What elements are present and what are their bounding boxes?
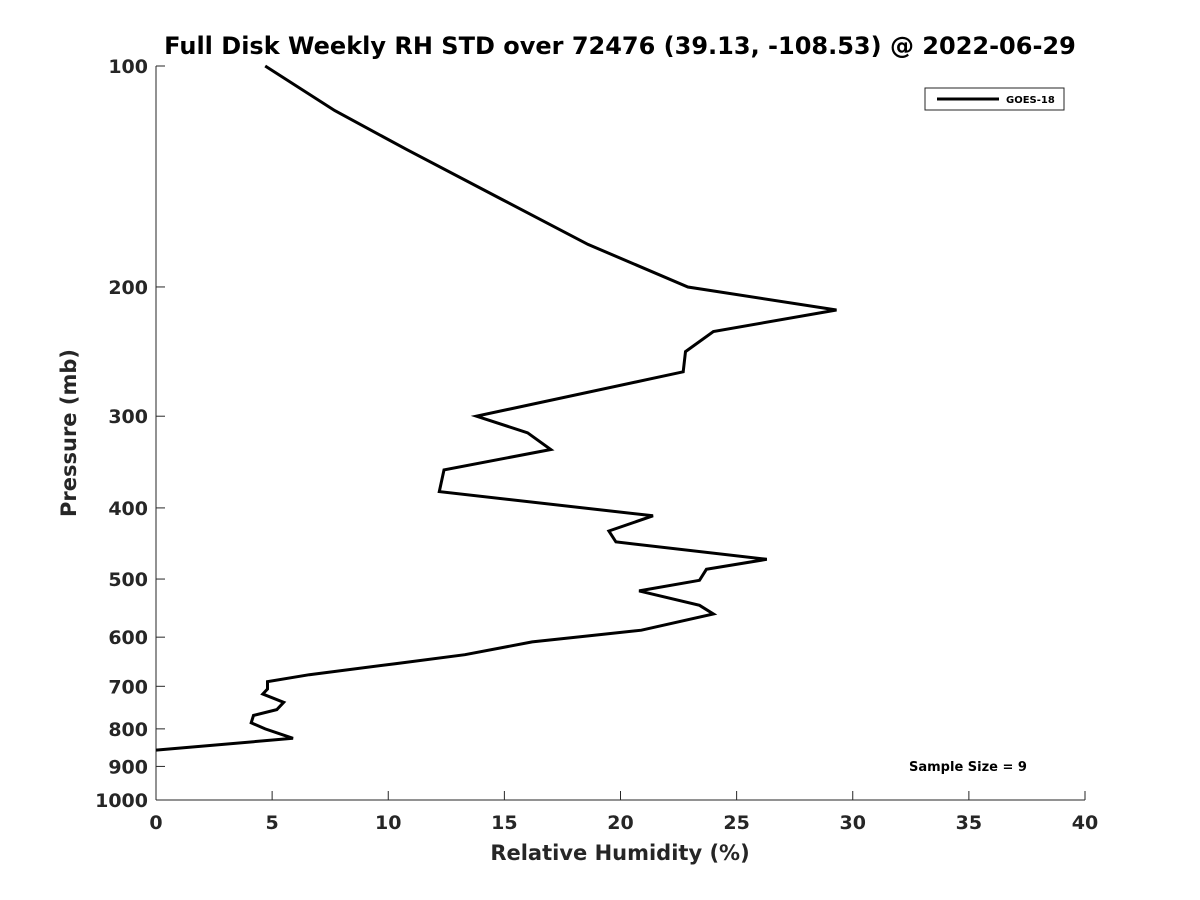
axes	[155, 66, 1085, 801]
series-line-goes-18	[155, 64, 837, 752]
y-ticks: 100 200 300 400 500 600 700 800 900 1000	[95, 56, 165, 812]
legend: GOES-18	[924, 87, 1065, 111]
y-tick-label: 800	[108, 719, 148, 741]
y-tick-label: 1000	[95, 790, 148, 812]
y-tick-label: 400	[108, 498, 148, 520]
sample-size-annotation: Sample Size = 9	[909, 760, 1027, 775]
y-tick-label: 100	[108, 56, 148, 78]
y-axis-label: Pressure (mb)	[57, 349, 81, 517]
y-tick-label: 700	[108, 676, 148, 698]
x-axis-label: Relative Humidity (%)	[490, 841, 749, 865]
x-tick-label: 35	[956, 812, 982, 834]
series-layer	[155, 64, 837, 752]
y-tick-label: 500	[108, 569, 148, 591]
x-tick-label: 15	[491, 812, 517, 834]
x-tick-label: 25	[723, 812, 749, 834]
y-tick-label: 200	[108, 277, 148, 299]
y-tick-label: 600	[108, 627, 148, 649]
x-tick-label: 20	[607, 812, 633, 834]
x-tick-label: 5	[266, 812, 279, 834]
x-tick-label: 30	[840, 812, 866, 834]
x-tick-label: 0	[149, 812, 162, 834]
legend-label: GOES-18	[1006, 95, 1055, 106]
y-tick-label: 900	[108, 756, 148, 778]
y-tick-label: 300	[108, 406, 148, 428]
x-tick-label: 40	[1072, 812, 1098, 834]
x-tick-label: 10	[375, 812, 401, 834]
x-ticks: 0 5 10 15 20 25 30 35 40	[149, 791, 1098, 834]
chart-title: Full Disk Weekly RH STD over 72476 (39.1…	[164, 32, 1076, 60]
